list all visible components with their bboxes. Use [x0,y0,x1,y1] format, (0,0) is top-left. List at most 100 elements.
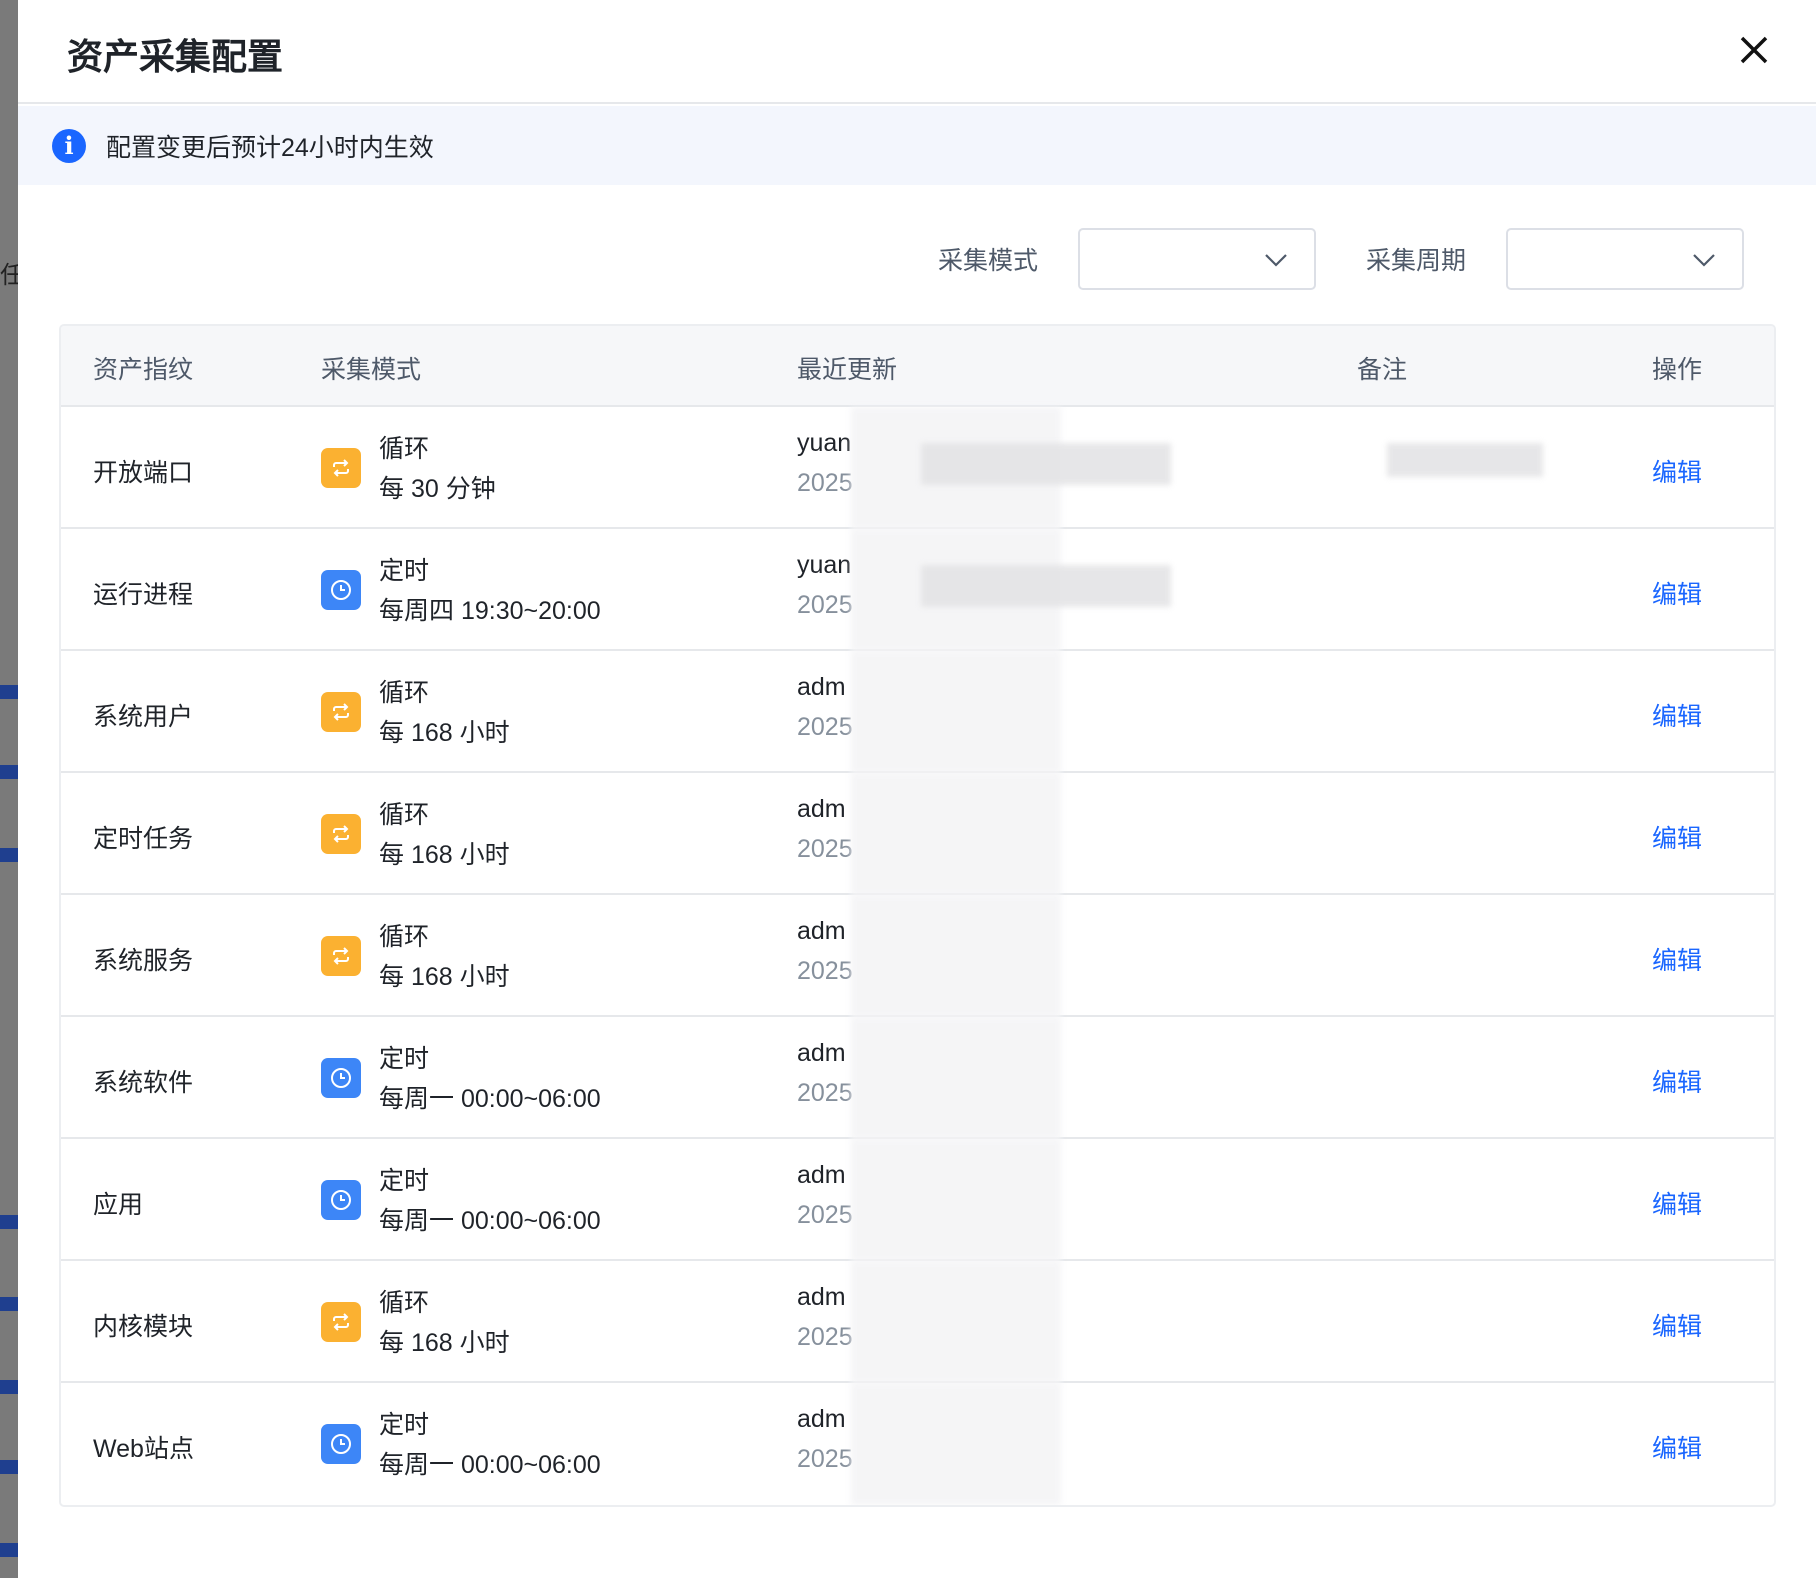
clock-icon [321,570,361,610]
asset-name: 开放端口 [93,459,194,487]
clock-icon [321,1058,361,1098]
updated-date: 2025 [797,591,853,619]
mode-type: 循环 [379,679,430,707]
redacted-block [851,773,1061,895]
redacted-block [851,1383,1061,1505]
repeat-icon [321,936,361,976]
mode-schedule: 每 30 分钟 [379,475,496,503]
chevron-down-icon [1693,254,1715,267]
repeat-icon [321,814,361,854]
updated-by: adm [797,1039,846,1067]
asset-name: 定时任务 [93,825,194,853]
edit-link[interactable]: 编辑 [1652,1313,1703,1341]
edit-link[interactable]: 编辑 [1652,1191,1703,1219]
table-row: 系统用户 循环每 168 小时 adm 2025 编辑 [61,651,1774,773]
close-icon[interactable] [1734,30,1774,70]
mode-type: 定时 [379,1167,430,1195]
table-row: 开放端口 循环每 30 分钟 yuan 2025 编辑 [61,407,1774,529]
redacted-block [851,895,1061,1017]
repeat-icon [321,448,361,488]
config-table: 资产指纹 采集模式 最近更新 备注 操作 开放端口 循环每 30 分钟 yuan 20… [59,324,1776,1507]
updated-date: 2025 [797,1445,853,1473]
redacted-remark [1387,443,1543,477]
asset-name: Web站点 [93,1435,194,1463]
header-mode: 采集模式 [321,356,422,384]
mode-filter-label: 采集模式 [937,247,1038,275]
header-remark: 备注 [1357,356,1408,384]
updated-date: 2025 [797,1079,853,1107]
asset-name: 系统用户 [93,703,194,731]
table-row: 应用 定时 每周一 00:00~06:00 adm 2025 编辑 [61,1139,1774,1261]
updated-by: adm [797,1161,846,1189]
repeat-icon [321,692,361,732]
mode-filter-select[interactable] [1077,228,1316,290]
period-filter-label: 采集周期 [1365,247,1466,275]
clock-icon [321,1424,361,1464]
mode-schedule: 每周四 19:30~20:00 [379,597,601,625]
redacted-block [851,1017,1061,1139]
updated-by: adm [797,673,846,701]
updated-date: 2025 [797,957,853,985]
backdrop: 任 [0,0,18,1578]
asset-collection-dialog: 资产采集配置 i 配置变更后预计24小时内生效 采集模式 采集周期 资产指纹 采… [18,0,1816,1578]
edit-link[interactable]: 编辑 [1652,1435,1703,1463]
mode-schedule: 每周一 00:00~06:00 [379,1085,601,1113]
header-asset: 资产指纹 [93,356,194,384]
redacted-block [921,565,1171,607]
mode-type: 定时 [379,557,430,585]
repeat-icon [321,1302,361,1342]
info-icon: i [52,128,86,163]
edit-link[interactable]: 编辑 [1652,1069,1703,1097]
asset-name: 系统软件 [93,1069,194,1097]
asset-name: 应用 [93,1191,144,1219]
table-row: 系统服务 循环每 168 小时 adm 2025 编辑 [61,895,1774,1017]
edit-link[interactable]: 编辑 [1652,459,1703,487]
mode-schedule: 每 168 小时 [379,841,510,869]
updated-date: 2025 [797,713,853,741]
mode-type: 定时 [379,1411,430,1439]
table-row: Web站点 定时每周一 00:00~06:00 adm 2025 编辑 [61,1383,1774,1505]
updated-date: 2025 [797,1323,853,1351]
edit-link[interactable]: 编辑 [1652,825,1703,853]
info-banner: i 配置变更后预计24小时内生效 [18,106,1816,185]
edit-link[interactable]: 编辑 [1652,581,1703,609]
dialog-header: 资产采集配置 [18,0,1816,104]
asset-name: 系统服务 [93,947,194,975]
mode-schedule: 每 168 小时 [379,963,510,991]
table-row: 内核模块 循环每 168 小时 adm 2025 编辑 [61,1261,1774,1383]
header-updated: 最近更新 [797,356,898,384]
header-action: 操作 [1652,356,1703,384]
updated-by: adm [797,1283,846,1311]
asset-name: 运行进程 [93,581,194,609]
redacted-block [851,651,1061,773]
updated-by: adm [797,795,846,823]
table-header: 资产指纹 采集模式 最近更新 备注 操作 [61,326,1774,407]
asset-name: 内核模块 [93,1313,194,1341]
redacted-block [851,1261,1061,1383]
table-row: 系统软件 定时每周一 00:00~06:00 adm 2025 编辑 [61,1017,1774,1139]
updated-date: 2025 [797,1201,853,1229]
table-row: 定时任务 循环每 168 小时 adm 2025 编辑 [61,773,1774,895]
updated-by: yuan [797,551,852,579]
dialog-title: 资产采集配置 [67,36,284,77]
mode-type: 定时 [379,1045,430,1073]
updated-date: 2025 [797,469,853,497]
updated-by: adm [797,1405,846,1433]
mode-schedule: 每 168 小时 [379,719,510,747]
clock-icon [321,1180,361,1220]
mode-type: 循环 [379,801,430,829]
filters: 采集模式 采集周期 [938,228,1816,290]
mode-schedule: 每周一 00:00~06:00 [379,1451,601,1479]
chevron-down-icon [1265,254,1287,267]
info-text: 配置变更后预计24小时内生效 [106,133,434,162]
backdrop-fragment: 任 [0,262,18,289]
updated-date: 2025 [797,835,853,863]
edit-link[interactable]: 编辑 [1652,703,1703,731]
updated-by: adm [797,917,846,945]
mode-type: 循环 [379,923,430,951]
mode-type: 循环 [379,435,430,463]
redacted-block [921,443,1171,485]
mode-schedule: 每 168 小时 [379,1329,510,1357]
period-filter-select[interactable] [1506,228,1744,290]
edit-link[interactable]: 编辑 [1652,947,1703,975]
